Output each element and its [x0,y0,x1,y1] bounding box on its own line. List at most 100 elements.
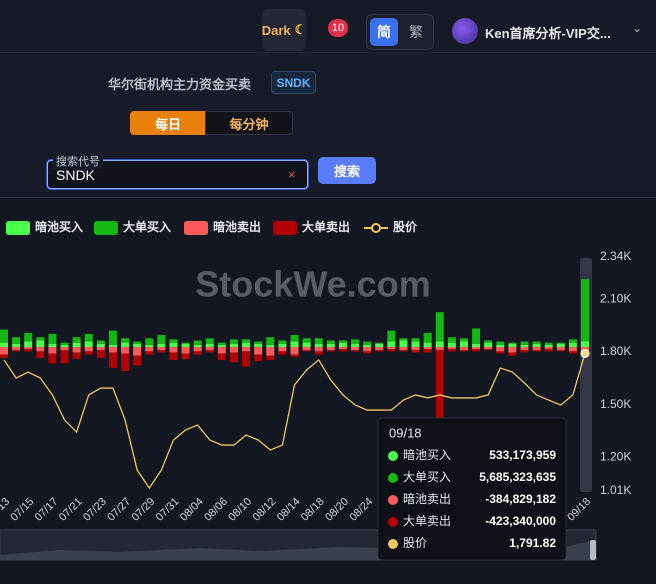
bar [338,347,347,350]
bar [520,344,529,347]
bar [314,347,323,352]
bar [48,343,57,347]
bar [351,343,360,347]
tooltip-value: 5,685,323,635 [479,470,556,484]
bar [145,347,154,352]
bar [290,335,299,342]
bar [399,338,408,341]
x-tick-label: 07/31 [154,496,182,524]
x-tick-label: 08/06 [202,496,230,524]
bar [96,340,105,344]
bar [181,343,190,347]
x-tick-label: 09/18 [565,496,593,524]
bar [338,349,347,352]
bar [254,354,263,362]
bar [302,342,311,347]
tooltip-box [377,417,567,561]
price-line [3,353,586,490]
tooltip-title: 09/18 [389,425,422,440]
y2-tick-label: 1.50K [600,397,631,411]
avatar[interactable] [452,18,478,44]
search-button[interactable]: 搜索 [318,157,376,184]
bar [568,351,577,354]
bar [36,351,45,358]
tooltip-name: 大单买入 [403,470,451,484]
x-tick-label: 07/21 [57,496,85,524]
zoom-handle[interactable] [590,540,596,560]
bar [435,312,444,342]
tooltip-name: 大单卖出 [403,514,451,528]
bar [84,341,93,347]
notification-badge[interactable]: 10 [328,19,348,37]
bar [532,343,541,347]
bar [302,347,311,351]
y-zoom-slider[interactable] [580,258,592,492]
x-tick-label: 07/29 [129,496,157,524]
legend-dot [371,223,381,233]
tooltip-value: 533,173,959 [489,448,556,462]
lang-simplified[interactable]: 简 [370,18,398,46]
bar [229,347,238,353]
bar [508,342,517,344]
bar [96,343,105,347]
bar [193,347,202,352]
bar [60,344,69,347]
bar [484,340,493,343]
bar [399,350,408,352]
bar [508,347,517,353]
bar [302,350,311,352]
bar [242,339,251,343]
bar [24,347,33,350]
bar [532,347,541,351]
search-value: SNDK [56,167,95,183]
user-name[interactable]: Ken首席分析-VIP交... [485,26,611,41]
search-input[interactable]: 搜索代号 SNDK × [47,153,308,189]
tab-minute[interactable]: 每分钟 [205,111,293,135]
bar [0,347,8,355]
bar [278,351,287,355]
bar [217,344,226,347]
bar [351,347,360,351]
bar [133,341,142,344]
bar [108,347,117,353]
bar [169,342,178,347]
bar [266,344,275,347]
bar [169,352,178,361]
legend-label: 大单买入 [123,219,171,234]
tooltip-dot [388,539,398,549]
y2-tick-label: 1.20K [600,450,631,464]
bar [193,340,202,345]
x-tick-label: 08/20 [323,496,351,524]
bar [266,337,275,345]
bar [157,335,166,344]
bar [423,342,432,347]
bar [520,350,529,353]
zoom-preview [0,540,596,560]
y2-tick-label: 2.10K [600,291,631,305]
plot: 2.34K 2.10K 1.80K 1.50K 1.20K 1.01K 07/1307/15… [0,219,631,524]
bar [278,340,287,344]
bar [363,351,372,354]
y2-tick-label: 1.01K [600,483,631,497]
bar [351,339,360,344]
lang-traditional[interactable]: 繁 [409,24,423,40]
bar [108,344,117,347]
bar [84,333,93,342]
bar [556,350,565,352]
x-zoom-slider[interactable] [0,529,597,561]
bar [229,352,238,363]
bar [24,349,33,352]
bar [447,337,456,343]
tab-daily[interactable]: 每日 [130,111,206,135]
search-clear[interactable]: × [288,167,296,182]
bar [423,349,432,353]
theme-label: Dark [261,22,291,38]
bar [423,332,432,343]
bar [387,341,396,347]
theme-toggle[interactable]: Dark ☾ [262,9,306,51]
top-bar: Dark ☾ 10 简 繁 Ken首席分析-VIP交... ⌄ [0,0,656,53]
bar [181,353,190,359]
bar [108,330,117,345]
user-menu-chevron[interactable]: ⌄ [632,21,643,35]
bar [205,350,214,353]
